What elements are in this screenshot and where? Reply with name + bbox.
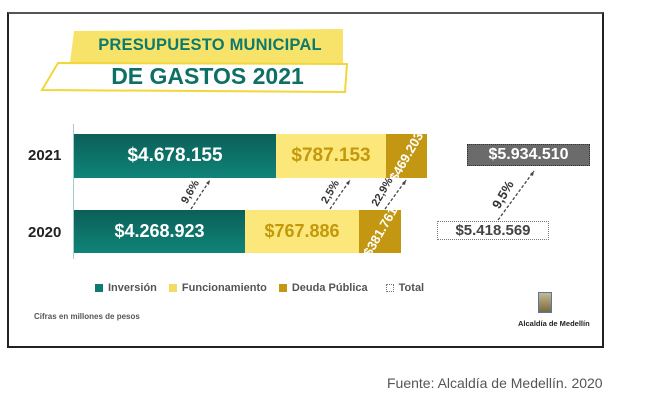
total-2021: $5.934.510 [467,144,590,166]
legend: Inversión Funcionamiento Deuda Pública T… [95,282,424,294]
value-label: $4.268.923 [114,221,205,241]
bar-2020-inversion: $4.268.923 [74,210,245,253]
value-label: $4.678.155 [127,145,223,166]
title-line-2: DE GASTOS 2021 [111,63,304,89]
legend-item-funcionamiento: Funcionamiento [168,282,267,294]
bar-2020-deuda: $381.761 [359,204,401,259]
logo-text: Alcaldía de Medellín [518,319,590,328]
legend-label: Total [398,282,425,294]
units-note: Cifras en millones de pesos [34,312,140,321]
value-label: $767.886 [264,221,340,241]
swatch-funcionamiento [168,284,177,292]
legend-item-inversion: Inversión [95,282,157,294]
title-banner [40,29,349,94]
swatch-deuda [278,284,287,292]
legend-item-total: Total [385,282,425,294]
legend-label: Inversión [108,282,157,294]
swatch-total [385,284,394,292]
legend-label: Funcionamiento [181,282,267,294]
bar-2021-inversion: $4.678.155 [74,134,276,178]
total-2020: $5.418.569 [437,221,549,240]
title-line-1: PRESUPUESTO MUNICIPAL [98,36,322,54]
category-axis [73,124,74,259]
legend-label: Deuda Pública [291,282,368,294]
bar-2021-funcionamiento: $787.153 [276,134,386,178]
value-label: $787.153 [291,145,371,166]
bar-2020-funcionamiento: $767.886 [245,210,359,253]
year-label-2021: 2021 [28,147,62,164]
source-caption: Fuente: Alcaldía de Medellín. 2020 [387,375,603,391]
legend-item-deuda: Deuda Pública [278,282,368,294]
swatch-inversion [95,284,103,292]
year-label-2020: 2020 [28,224,62,241]
medellin-logo-icon [538,292,552,313]
bar-2021-deuda: $469.203 [386,129,427,183]
